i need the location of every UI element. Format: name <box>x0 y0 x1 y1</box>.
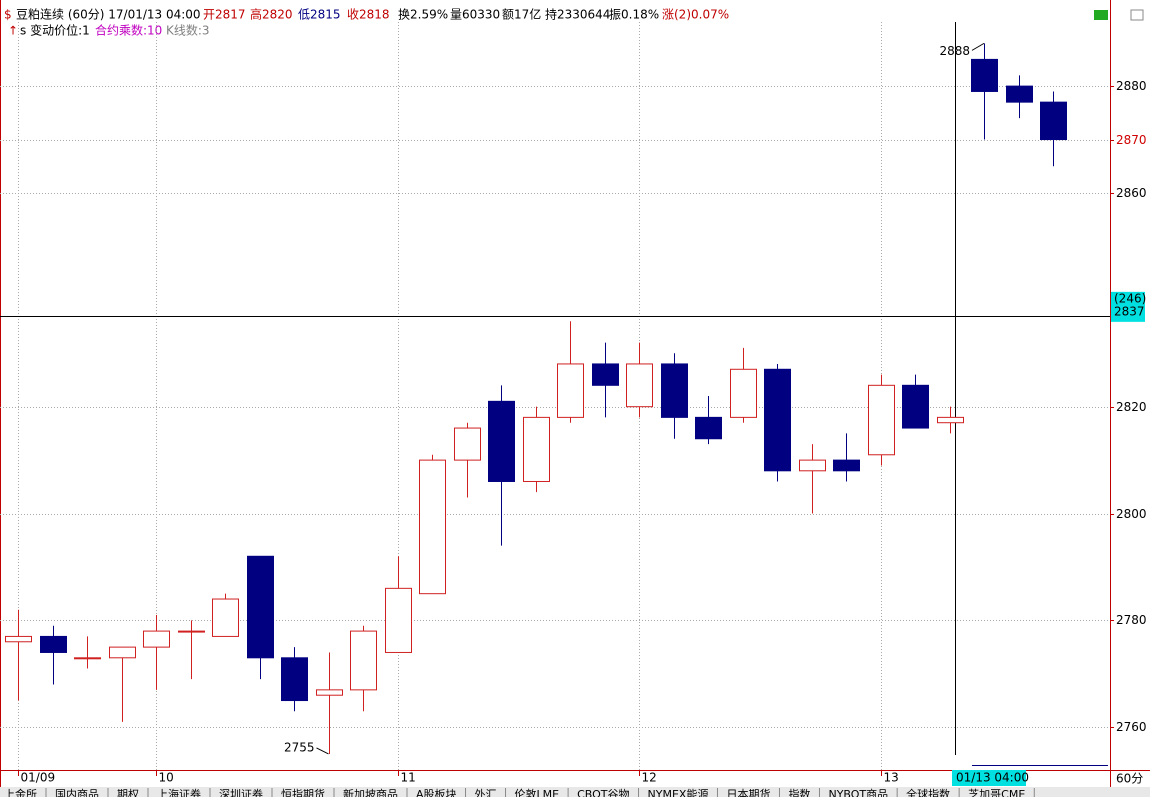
x-tick-label: 13 <box>884 771 899 785</box>
candle-body <box>523 416 550 482</box>
crosshair-x-label: 01/13 04:00 <box>956 771 1029 785</box>
candle-body <box>902 384 929 429</box>
header-volume: 量60330 <box>450 8 500 22</box>
icon: $ <box>4 8 12 22</box>
candle-body <box>40 635 67 653</box>
candle-body <box>5 635 32 643</box>
x-tick-label: 12 <box>642 771 657 785</box>
header-tick: s 变动价位:1 <box>20 23 90 38</box>
y-tick-label: 2860 <box>1116 186 1147 200</box>
header-change: 涨(2)0.07% <box>662 7 729 22</box>
max-pointer <box>971 42 985 51</box>
candle-body <box>833 459 860 472</box>
x-tick-label: 10 <box>159 771 174 785</box>
header-low: 低2815 <box>298 8 341 22</box>
candle-body <box>350 630 377 691</box>
header-position: 持2330644 <box>545 7 610 22</box>
header-close: 收2818 <box>347 8 390 22</box>
candle-body <box>109 646 136 659</box>
candle-body <box>316 689 343 696</box>
tab[interactable]: NYBOT商品 <box>828 787 888 797</box>
header-open: 开2817 <box>203 8 246 22</box>
header-multiplier: 合约乘数:10 <box>95 23 162 38</box>
candle-body <box>247 555 274 659</box>
arrow: ↑ <box>8 24 18 38</box>
tab[interactable]: CBOT谷物 <box>577 787 629 797</box>
crosshair-x-box <box>952 770 1026 786</box>
y-tick-label: 2760 <box>1116 720 1147 734</box>
tab[interactable]: NYMEX能源 <box>648 787 709 797</box>
y-tick-label: 2880 <box>1116 79 1147 93</box>
header-amount: 额17亿 <box>502 7 541 22</box>
candle-body <box>730 368 757 418</box>
candle-body <box>143 630 170 648</box>
tab[interactable]: A股板块 <box>416 787 457 797</box>
candle-body <box>488 400 515 482</box>
header: $ 豆粕连续 (60分) 17/01/13 04:00 开2817 高2820 … <box>4 7 1144 38</box>
max-label: 2888 <box>939 44 970 58</box>
tab[interactable]: 全球指数 <box>906 787 950 797</box>
y-tick-label: 2820 <box>1116 400 1147 414</box>
y-tick-label: 2780 <box>1116 613 1147 627</box>
tab[interactable]: 上金所 <box>4 787 37 797</box>
tab[interactable]: 新加坡商品 <box>343 787 398 797</box>
x-tick-label: 01/09 <box>21 771 56 785</box>
status-icon[interactable] <box>1094 10 1108 20</box>
header-bars: K线数:3 <box>166 23 210 38</box>
crosshair-value: 2837 <box>1114 304 1145 318</box>
tab[interactable]: 指数 <box>788 787 810 797</box>
header-turnover: 换2.59% <box>398 8 448 22</box>
crosshair-count: (246) <box>1114 291 1146 305</box>
candle-body <box>695 416 722 440</box>
candle-body <box>454 427 481 461</box>
crosshair-box <box>1111 291 1145 322</box>
header-amplitude: 振0.18% <box>609 8 659 22</box>
y-tick-label: 2800 <box>1116 507 1147 521</box>
candle-body <box>74 657 101 660</box>
tab[interactable]: 芝加哥CME <box>968 788 1025 797</box>
tab[interactable]: 深圳证券 <box>219 787 263 797</box>
header-name: 豆粕连续 (60分) 17/01/13 04:00 <box>16 7 201 22</box>
candle-body <box>212 598 239 637</box>
period-label: 60分 <box>1116 772 1143 786</box>
tab[interactable]: 外汇 <box>475 788 497 797</box>
tab-bar <box>0 787 1150 797</box>
candle-body <box>764 368 791 472</box>
candle-body <box>592 363 619 386</box>
candle-body <box>937 416 964 424</box>
candle-body <box>281 657 308 702</box>
candle-body <box>557 363 584 418</box>
window-icon[interactable] <box>1130 9 1144 21</box>
candle-body <box>178 630 205 633</box>
tab[interactable]: 国内商品 <box>55 787 99 797</box>
header-high: 高2820 <box>250 7 293 22</box>
tab[interactable]: 伦敦LME <box>515 787 560 797</box>
candle-body <box>626 363 653 408</box>
min-pointer <box>316 747 329 755</box>
tab[interactable]: 日本期货 <box>726 787 770 797</box>
candle-body <box>1040 101 1067 141</box>
candle-body <box>385 587 412 653</box>
candle-body <box>661 363 688 418</box>
y-tick-label: 2870 <box>1116 133 1147 147</box>
tab[interactable]: 恒指期货 <box>281 787 325 797</box>
candle-body <box>1006 85 1033 103</box>
candle-body <box>799 459 826 472</box>
min-label: 2755 <box>284 740 315 754</box>
x-tick-label: 11 <box>401 771 416 785</box>
candle-body <box>868 384 895 456</box>
candle-body <box>419 459 446 595</box>
candle-body <box>971 58 998 92</box>
tab[interactable]: 期权 <box>117 788 139 797</box>
tab[interactable]: 上海证券 <box>157 787 201 797</box>
